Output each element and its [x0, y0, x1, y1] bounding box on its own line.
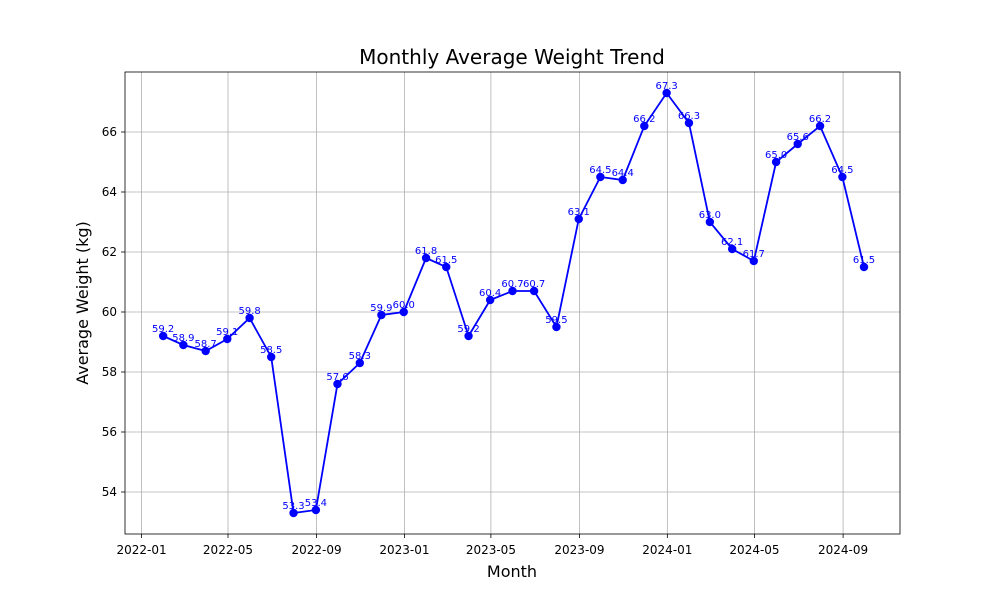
- x-tick-label: 2022-09: [292, 543, 342, 557]
- y-axis-label: Average Weight (kg): [73, 221, 92, 385]
- data-label: 53.3: [282, 501, 304, 512]
- grid: [125, 72, 900, 534]
- data-point: [464, 331, 473, 341]
- data-label: 59.8: [238, 306, 260, 317]
- data-label: 63.1: [568, 207, 590, 218]
- data-point: [552, 322, 561, 332]
- data-point: [311, 505, 321, 515]
- data-label: 62.1: [721, 237, 743, 248]
- data-label: 59.1: [216, 327, 238, 338]
- data-label: 64.4: [612, 168, 634, 179]
- data-point: [574, 214, 583, 224]
- y-tick-label: 64: [102, 185, 117, 199]
- data-label: 60.4: [479, 288, 501, 299]
- data-point: [859, 262, 869, 272]
- data-label: 65.0: [765, 150, 787, 161]
- y-tick-label: 54: [102, 485, 117, 499]
- x-tick-label: 2022-05: [203, 543, 253, 557]
- x-tick-label: 2024-09: [818, 543, 868, 557]
- data-label: 61.5: [435, 255, 457, 266]
- data-label: 58.5: [260, 345, 282, 356]
- data-label: 57.6: [326, 372, 348, 383]
- x-tick-label: 2023-09: [554, 543, 604, 557]
- y-tick-label: 58: [102, 365, 117, 379]
- data-label: 67.3: [656, 81, 678, 92]
- data-point: [442, 262, 451, 272]
- data-label: 59.9: [370, 303, 392, 314]
- plot-frame: [124, 71, 901, 535]
- y-tick-label: 66: [102, 125, 117, 139]
- data-point: [377, 310, 386, 320]
- data-label: 60.7: [523, 279, 545, 290]
- data-label: 61.8: [415, 246, 437, 257]
- data-point: [771, 157, 781, 167]
- data-label: 58.9: [172, 333, 194, 344]
- x-tick-label: 2023-01: [379, 543, 429, 557]
- data-point: [749, 256, 758, 266]
- data-point: [355, 358, 365, 368]
- data-point: [640, 121, 649, 131]
- data-point: [618, 175, 627, 185]
- data-label: 64.5: [589, 165, 611, 176]
- data-label: 64.5: [831, 165, 853, 176]
- data-point: [245, 313, 254, 323]
- data-point: [727, 244, 737, 254]
- data-label: 66.2: [633, 114, 655, 125]
- data-point: [399, 307, 408, 317]
- data-label: 63.0: [699, 210, 721, 221]
- data-point: [289, 508, 298, 518]
- data-point: [421, 253, 431, 263]
- data-point: [333, 379, 342, 389]
- data-label: 61.5: [853, 255, 875, 266]
- data-point: [485, 295, 495, 305]
- data-point: [662, 88, 671, 98]
- data-point: [815, 121, 825, 131]
- data-label: 65.6: [787, 132, 809, 143]
- x-tick-label: 2024-01: [642, 543, 692, 557]
- x-tick-label: 2022-01: [116, 543, 166, 557]
- chart-title: Monthly Average Weight Trend: [359, 45, 665, 69]
- data-label: 59.5: [545, 315, 567, 326]
- data-label: 59.2: [152, 324, 174, 335]
- y-tick-label: 56: [102, 425, 117, 439]
- data-point: [705, 217, 715, 227]
- data-label: 53.4: [305, 498, 327, 509]
- data-point: [201, 346, 210, 356]
- data-label: 61.7: [743, 249, 765, 260]
- data-point: [793, 139, 802, 149]
- data-point: [508, 286, 517, 296]
- data-label: 66.3: [678, 111, 700, 122]
- series: 59.258.958.759.159.858.553.3 53.457.658.3…: [152, 81, 875, 518]
- data-point: [684, 118, 694, 128]
- data-label: 60.7: [501, 279, 523, 290]
- data-point: [838, 172, 847, 182]
- data-label: 60.0: [393, 300, 415, 311]
- data-point: [529, 286, 539, 296]
- data-label: 58.3: [349, 351, 371, 362]
- data-point: [158, 331, 168, 341]
- data-label: 59.2: [457, 324, 479, 335]
- data-point: [596, 172, 605, 182]
- ticks: 2022-01 2022-05 2022-09 2023-01 2023-05 2023-…: [102, 125, 868, 557]
- data-label: 66.2: [809, 114, 831, 125]
- x-tick-label: 2023-05: [466, 543, 516, 557]
- data-label: 58.7: [195, 339, 217, 350]
- y-tick-label: 60: [102, 305, 117, 319]
- data-point: [267, 352, 276, 362]
- y-tick-label: 62: [102, 245, 117, 259]
- x-tick-label: 2024-05: [729, 543, 779, 557]
- data-point: [223, 334, 232, 344]
- x-axis-label: Month: [487, 562, 537, 581]
- data-point: [179, 340, 188, 350]
